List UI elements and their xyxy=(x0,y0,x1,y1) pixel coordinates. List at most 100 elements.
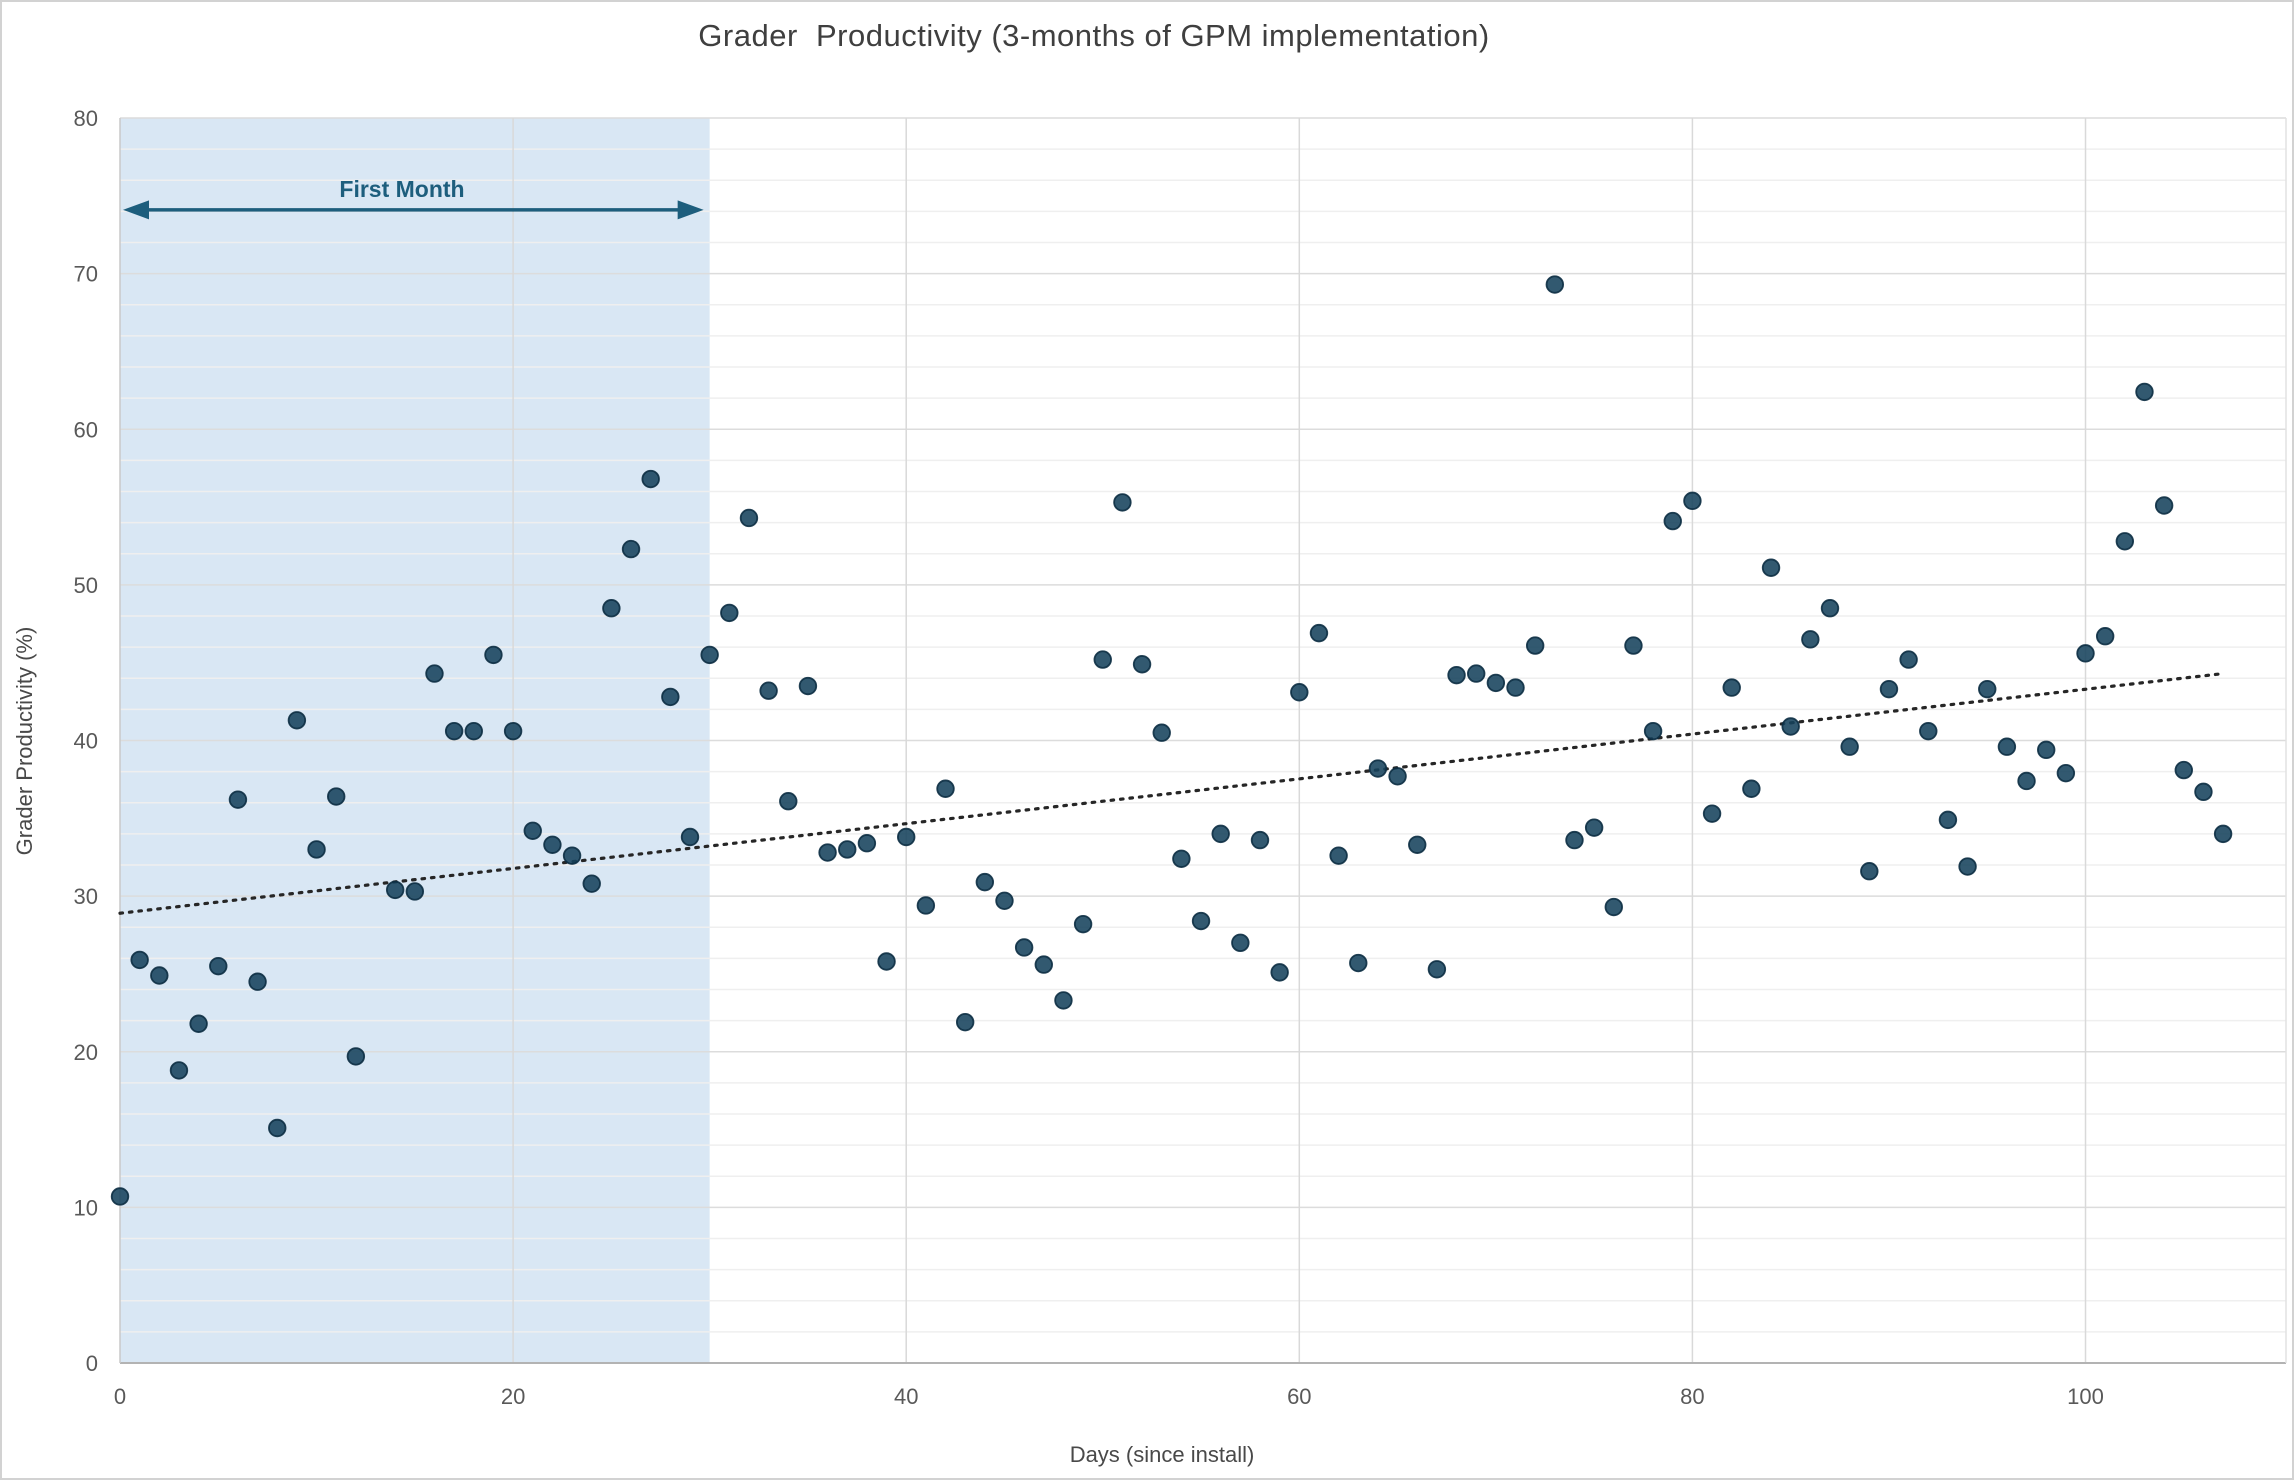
data-point[interactable] xyxy=(1014,938,1034,957)
data-point[interactable] xyxy=(307,840,326,859)
data-point[interactable] xyxy=(1938,810,1958,830)
data-point[interactable] xyxy=(2154,496,2174,515)
data-point[interactable] xyxy=(268,1118,287,1138)
data-point[interactable] xyxy=(779,791,798,811)
data-point[interactable] xyxy=(1329,846,1348,865)
data-point[interactable] xyxy=(798,676,818,696)
data-point[interactable] xyxy=(562,846,582,865)
data-point[interactable] xyxy=(327,787,346,806)
data-point[interactable] xyxy=(818,843,837,862)
data-point[interactable] xyxy=(700,645,719,665)
data-point[interactable] xyxy=(1388,767,1407,786)
data-point[interactable] xyxy=(1152,723,1171,742)
data-point[interactable] xyxy=(1643,721,1663,741)
first-month-label[interactable]: First Month xyxy=(339,176,464,202)
data-point[interactable] xyxy=(2115,532,2135,551)
data-point[interactable] xyxy=(444,721,464,741)
first-month-annotation[interactable]: First Month xyxy=(123,176,704,220)
data-point[interactable] xyxy=(1663,511,1682,531)
data-point[interactable] xyxy=(838,840,857,859)
data-point[interactable] xyxy=(1467,664,1486,683)
data-point[interactable] xyxy=(955,1012,975,1032)
data-point[interactable] xyxy=(1427,960,1447,979)
data-point[interactable] xyxy=(2056,763,2076,783)
data-point[interactable] xyxy=(759,681,778,700)
data-point[interactable] xyxy=(1447,665,1466,685)
data-point[interactable] xyxy=(1978,679,1997,699)
data-point[interactable] xyxy=(464,721,483,741)
data-point[interactable] xyxy=(739,508,759,528)
data-point[interactable] xyxy=(1408,835,1427,854)
data-point[interactable] xyxy=(405,882,425,901)
data-point[interactable] xyxy=(2174,760,2193,780)
data-point[interactable] xyxy=(1054,991,1073,1010)
trendline-line[interactable] xyxy=(118,671,2225,915)
data-point[interactable] xyxy=(1250,830,1270,850)
data-point[interactable] xyxy=(1073,914,1093,934)
data-point[interactable] xyxy=(2037,740,2056,760)
data-point[interactable] xyxy=(877,952,896,971)
data-point[interactable] xyxy=(602,599,621,618)
data-point[interactable] xyxy=(1919,721,1938,741)
data-point[interactable] xyxy=(287,711,307,730)
data-point[interactable] xyxy=(1309,623,1329,643)
data-point[interactable] xyxy=(621,539,641,559)
data-point[interactable] xyxy=(385,880,405,900)
data-point[interactable] xyxy=(1820,599,1840,618)
data-point[interactable] xyxy=(897,827,916,847)
data-point[interactable] xyxy=(975,872,995,892)
trendline[interactable] xyxy=(118,671,2225,915)
data-point[interactable] xyxy=(1506,678,1525,697)
data-point[interactable] xyxy=(1584,818,1604,837)
data-point[interactable] xyxy=(582,874,601,893)
data-point[interactable] xyxy=(1761,558,1781,577)
data-point[interactable] xyxy=(523,821,542,840)
data-point[interactable] xyxy=(2213,824,2233,844)
data-point[interactable] xyxy=(641,469,660,489)
data-point[interactable] xyxy=(1860,862,1879,881)
data-point[interactable] xyxy=(1368,759,1388,778)
data-point[interactable] xyxy=(1840,737,1859,756)
data-point[interactable] xyxy=(2095,627,2115,646)
data-point[interactable] xyxy=(248,972,267,991)
data-point[interactable] xyxy=(1290,683,1309,702)
data-point[interactable] xyxy=(1486,673,1506,693)
data-point[interactable] xyxy=(425,664,444,683)
data-point[interactable] xyxy=(209,956,228,976)
data-point[interactable] xyxy=(1270,963,1289,982)
data-point[interactable] xyxy=(1349,953,1368,973)
data-point[interactable] xyxy=(1231,933,1250,953)
data-point[interactable] xyxy=(1801,630,1820,649)
data-point[interactable] xyxy=(543,835,562,854)
data-point[interactable] xyxy=(1604,897,1623,917)
data-point[interactable] xyxy=(1722,678,1741,697)
data-point[interactable] xyxy=(1093,650,1112,669)
data-point[interactable] xyxy=(1899,650,1918,669)
data-point[interactable] xyxy=(916,896,936,915)
data-point[interactable] xyxy=(484,645,503,665)
data-point[interactable] xyxy=(1211,824,1230,844)
data-point[interactable] xyxy=(995,891,1014,910)
data-point[interactable] xyxy=(1132,655,1152,674)
data-point[interactable] xyxy=(720,603,739,623)
data-point[interactable] xyxy=(110,1187,130,1206)
data-point[interactable] xyxy=(189,1014,208,1033)
data-point[interactable] xyxy=(346,1047,366,1066)
data-point[interactable] xyxy=(169,1061,189,1080)
data-point[interactable] xyxy=(1113,493,1132,512)
data-point[interactable] xyxy=(228,790,248,809)
data-point[interactable] xyxy=(1879,679,1899,699)
data-point[interactable] xyxy=(1781,717,1800,736)
data-point[interactable] xyxy=(857,834,877,853)
data-point[interactable] xyxy=(1683,491,1702,511)
data-point[interactable] xyxy=(130,950,149,970)
data-point[interactable] xyxy=(1191,911,1211,931)
data-point[interactable] xyxy=(661,687,680,707)
data-point[interactable] xyxy=(1742,779,1761,798)
data-point[interactable] xyxy=(150,966,169,985)
data-point[interactable] xyxy=(1034,955,1053,974)
data-point[interactable] xyxy=(503,721,523,741)
data-point[interactable] xyxy=(1958,857,1977,876)
data-point[interactable] xyxy=(1565,830,1584,850)
data-point[interactable] xyxy=(2135,382,2154,402)
